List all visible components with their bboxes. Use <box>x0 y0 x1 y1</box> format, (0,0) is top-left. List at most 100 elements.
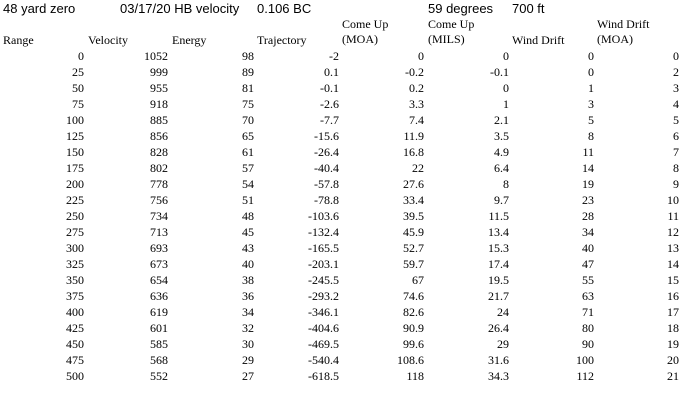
cell-velocity: 734 <box>150 209 168 223</box>
cell-trajectory: -293.2 <box>308 289 339 303</box>
cell-come-up-moa: 90.9 <box>403 321 424 335</box>
cell-wind-drift-moa: 14 <box>667 257 679 271</box>
header-come-up-moa: Come Up (MOA) <box>342 17 388 47</box>
cell-energy: 34 <box>242 305 254 319</box>
cell-range: 375 <box>66 289 84 303</box>
cell-come-up-mils: 21.7 <box>488 289 509 303</box>
cell-come-up-moa: 59.7 <box>403 257 424 271</box>
ballistic-coefficient-text: 0.106 BC <box>257 1 312 16</box>
cell-wind-drift: 0 <box>588 49 594 63</box>
cell-come-up-moa: 108.6 <box>397 353 424 367</box>
zero-distance-text: 48 yard zero <box>3 1 76 16</box>
cell-range: 300 <box>66 241 84 255</box>
cell-range: 350 <box>66 273 84 287</box>
cell-wind-drift-moa: 11 <box>667 209 679 223</box>
cell-range: 500 <box>66 369 84 383</box>
cell-energy: 70 <box>242 113 254 127</box>
cell-come-up-moa: 33.4 <box>403 193 424 207</box>
cell-wind-drift-moa: 20 <box>667 353 679 367</box>
cell-range: 175 <box>66 161 84 175</box>
cell-come-up-moa: 16.8 <box>403 145 424 159</box>
cell-come-up-moa: 74.6 <box>403 289 424 303</box>
cell-energy: 38 <box>242 273 254 287</box>
header-come-up-mils-line2: (MILS) <box>428 32 465 46</box>
cell-come-up-moa: 0 <box>418 49 424 63</box>
cell-come-up-moa: 52.7 <box>403 241 424 255</box>
cell-range: 0 <box>78 49 84 63</box>
cell-wind-drift: 55 <box>582 273 594 287</box>
cell-energy: 36 <box>242 289 254 303</box>
cell-energy: 27 <box>242 369 254 383</box>
cell-trajectory: -469.5 <box>308 337 339 351</box>
cell-wind-drift: 14 <box>582 161 594 175</box>
cell-trajectory: 0.1 <box>324 65 339 79</box>
cell-range: 25 <box>72 65 84 79</box>
cell-trajectory: -404.6 <box>308 321 339 335</box>
header-wind-drift-moa-line2: (MOA) <box>597 32 633 46</box>
cell-wind-drift-moa: 12 <box>667 225 679 239</box>
cell-wind-drift-moa: 7 <box>673 145 679 159</box>
cell-energy: 75 <box>242 97 254 111</box>
cell-energy: 30 <box>242 337 254 351</box>
cell-trajectory: -40.4 <box>314 161 339 175</box>
cell-energy: 89 <box>242 65 254 79</box>
cell-wind-drift: 1 <box>588 81 594 95</box>
cell-come-up-moa: 3.3 <box>409 97 424 111</box>
cell-come-up-mils: 34.3 <box>488 369 509 383</box>
cell-wind-drift-moa: 15 <box>667 273 679 287</box>
cell-wind-drift: 100 <box>576 353 594 367</box>
cell-wind-drift: 0 <box>588 65 594 79</box>
cell-come-up-mils: -0.1 <box>490 65 509 79</box>
cell-velocity: 713 <box>150 225 168 239</box>
cell-wind-drift: 90 <box>582 337 594 351</box>
cell-come-up-mils: 31.6 <box>488 353 509 367</box>
cell-range: 475 <box>66 353 84 367</box>
cell-come-up-mils: 3.5 <box>494 129 509 143</box>
cell-wind-drift: 23 <box>582 193 594 207</box>
cell-trajectory: -165.5 <box>308 241 339 255</box>
cell-wind-drift-moa: 9 <box>673 177 679 191</box>
cell-trajectory: -346.1 <box>308 305 339 319</box>
cell-come-up-mils: 1 <box>503 97 509 111</box>
cell-come-up-mils: 9.7 <box>494 193 509 207</box>
cell-range: 75 <box>72 97 84 111</box>
cell-range: 125 <box>66 129 84 143</box>
cell-wind-drift-moa: 16 <box>667 289 679 303</box>
cell-energy: 43 <box>242 241 254 255</box>
header-come-up-mils-line1: Come Up <box>428 17 475 31</box>
cell-come-up-mils: 17.4 <box>488 257 509 271</box>
cell-come-up-moa: 82.6 <box>403 305 424 319</box>
cell-energy: 45 <box>242 225 254 239</box>
cell-wind-drift: 11 <box>582 145 594 159</box>
cell-velocity: 1052 <box>144 49 168 63</box>
cell-velocity: 673 <box>150 257 168 271</box>
cell-velocity: 693 <box>150 241 168 255</box>
altitude-text: 700 ft <box>512 1 545 16</box>
cell-wind-drift-moa: 4 <box>673 97 679 111</box>
cell-wind-drift-moa: 5 <box>673 113 679 127</box>
cell-trajectory: -540.4 <box>308 353 339 367</box>
cell-range: 100 <box>66 113 84 127</box>
header-come-up-mils: Come Up (MILS) <box>428 17 474 47</box>
cell-energy: 54 <box>242 177 254 191</box>
cell-wind-drift-moa: 10 <box>667 193 679 207</box>
cell-velocity: 585 <box>150 337 168 351</box>
header-wind-drift-moa: Wind Drift (MOA) <box>597 17 650 47</box>
cell-wind-drift: 8 <box>588 129 594 143</box>
cell-trajectory: -0.1 <box>320 81 339 95</box>
cell-wind-drift-moa: 8 <box>673 161 679 175</box>
cell-range: 425 <box>66 321 84 335</box>
cell-wind-drift: 3 <box>588 97 594 111</box>
cell-come-up-mils: 0 <box>503 81 509 95</box>
cell-velocity: 552 <box>150 369 168 383</box>
cell-wind-drift: 47 <box>582 257 594 271</box>
header-wind-drift: Wind Drift <box>512 33 565 47</box>
cell-energy: 32 <box>242 321 254 335</box>
cell-velocity: 619 <box>150 305 168 319</box>
cell-velocity: 885 <box>150 113 168 127</box>
cell-come-up-moa: 45.9 <box>403 225 424 239</box>
velocity-note-text: 03/17/20 HB velocity <box>120 1 240 16</box>
cell-range: 275 <box>66 225 84 239</box>
cell-energy: 98 <box>242 49 254 63</box>
cell-trajectory: -618.5 <box>308 369 339 383</box>
